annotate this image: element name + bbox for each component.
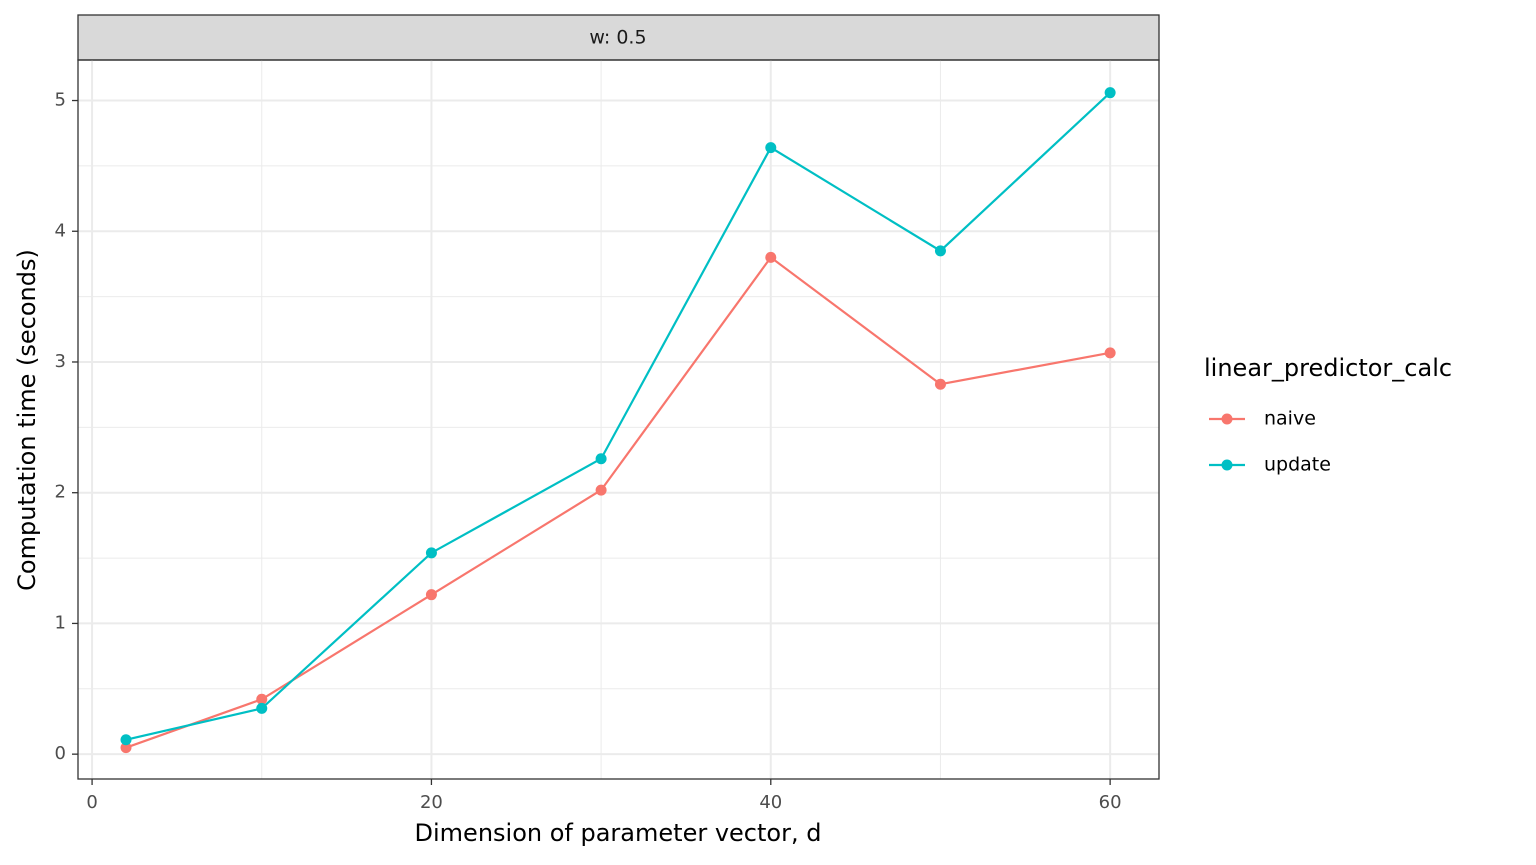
data-point (256, 702, 268, 714)
data-point (425, 589, 437, 601)
y-tick-label: 3 (55, 351, 66, 372)
data-point (595, 484, 607, 496)
x-tick-label: 20 (420, 792, 443, 813)
data-point (765, 142, 777, 154)
legend-label: naive (1264, 408, 1316, 430)
legend-key-point (1221, 459, 1233, 471)
x-tick-label: 40 (759, 792, 782, 813)
strip-label: w: 0.5 (589, 27, 646, 49)
x-tick-label: 60 (1099, 792, 1122, 813)
y-axis-title: Computation time (seconds) (13, 249, 41, 591)
data-point (595, 453, 607, 465)
panel-border (77, 59, 1160, 780)
data-point (765, 251, 777, 263)
legend-title: linear_predictor_calc (1204, 354, 1452, 382)
series-line (125, 255, 1111, 749)
legend-label: update (1264, 454, 1331, 476)
data-point (934, 245, 946, 257)
data-point (425, 547, 437, 559)
y-tick-label: 0 (55, 743, 66, 764)
data-point (120, 734, 132, 746)
series-line (125, 91, 1111, 741)
x-axis-title: Dimension of parameter vector, d (415, 819, 822, 847)
y-tick-label: 4 (55, 220, 66, 241)
y-tick-label: 1 (55, 612, 66, 633)
y-tick-label: 2 (55, 482, 66, 503)
x-tick-label: 0 (86, 792, 97, 813)
legend-key-point (1221, 413, 1233, 425)
data-point (120, 742, 132, 754)
y-tick-label: 5 (55, 90, 66, 111)
data-point (256, 693, 268, 705)
strip-background (77, 14, 1160, 61)
data-point (934, 378, 946, 390)
data-point (1104, 347, 1116, 359)
data-point (1104, 87, 1116, 99)
